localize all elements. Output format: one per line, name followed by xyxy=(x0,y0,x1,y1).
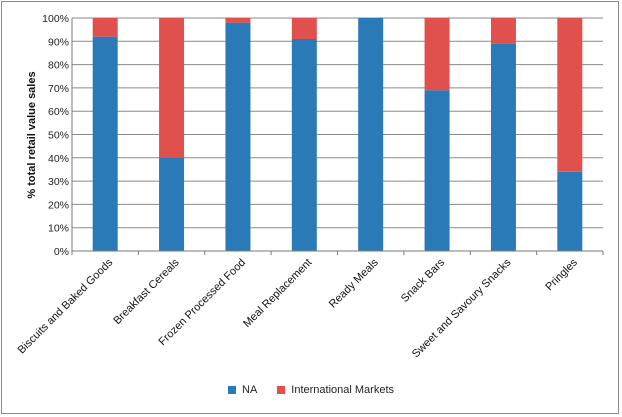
bars xyxy=(92,18,583,251)
bar-segment-international-markets xyxy=(159,18,185,158)
bar-segment-na xyxy=(358,18,384,251)
y-tick-label: 40% xyxy=(48,153,69,165)
bar-segment-na xyxy=(557,171,583,251)
x-tick-label: Breakfast Cereals xyxy=(111,256,182,327)
y-tick-label: 0% xyxy=(54,246,69,258)
bar-segment-international-markets xyxy=(291,18,317,39)
legend: NA International Markets xyxy=(0,384,622,397)
x-tick-label: Snack Bars xyxy=(399,256,448,305)
legend-swatch xyxy=(277,386,286,394)
legend-item: NA xyxy=(228,384,257,396)
y-tick-label: 20% xyxy=(48,199,69,211)
y-tick-label: 60% xyxy=(48,106,69,118)
bar-segment-na xyxy=(291,38,317,251)
x-tick-label: Biscuits and Baked Goods xyxy=(16,256,116,356)
y-tick-labels: 0% 10% 20% 30% 40% 50% 60% 70% 80% 90% 100% xyxy=(42,13,69,258)
y-tick-label: 90% xyxy=(48,36,69,48)
bar-segment-na xyxy=(424,90,450,251)
axes xyxy=(71,18,604,255)
x-tick-label: Pringles xyxy=(543,256,580,293)
legend-item: International Markets xyxy=(277,384,394,396)
bar-segment-na xyxy=(159,157,185,251)
bar-segment-international-markets xyxy=(424,18,450,91)
bar-segment-international-markets xyxy=(225,18,251,23)
bar-segment-international-markets xyxy=(92,18,118,37)
y-tick-label: 30% xyxy=(48,176,69,188)
x-tick-label: Ready Meals xyxy=(327,256,381,310)
y-tick-label: 10% xyxy=(48,223,69,235)
bar-segment-na xyxy=(490,43,516,251)
legend-label: International Markets xyxy=(291,384,394,396)
bar-segment-international-markets xyxy=(490,18,516,44)
bar-segment-na xyxy=(92,36,118,251)
y-tick-label: 70% xyxy=(48,83,69,95)
x-tick-label: Meal Replacement xyxy=(241,257,314,330)
y-tick-label: 100% xyxy=(42,13,69,25)
y-axis-label: % total retail value sales xyxy=(26,71,38,198)
y-tick-label: 50% xyxy=(48,130,69,142)
legend-swatch xyxy=(228,386,236,394)
y-tick-label: 80% xyxy=(48,60,69,72)
legend-label: NA xyxy=(242,384,258,396)
gridlines xyxy=(72,17,603,252)
bar-segment-na xyxy=(225,22,251,251)
bar-segment-international-markets xyxy=(557,18,583,172)
